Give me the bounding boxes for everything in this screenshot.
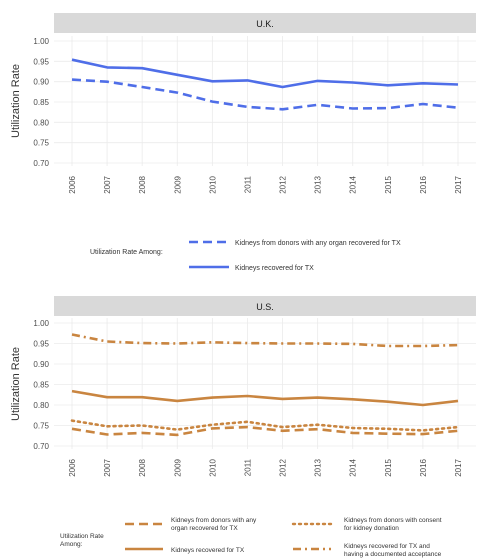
series-line-dotted (70, 419, 460, 432)
uk-gridlines (54, 36, 476, 166)
y-tick-label: 0.95 (33, 57, 49, 66)
x-tick-label: 2017 (454, 458, 463, 476)
x-tick-label: 2015 (384, 458, 393, 476)
y-tick-label: 0.85 (33, 381, 49, 390)
uk-x-ticks: 2006 2007 2008 2009 2010 2011 2012 2013 2014 2015… (68, 175, 463, 193)
x-tick-label: 2017 (454, 175, 463, 193)
uk-panel: U.K. Utilization Rate 0.700.750.800.850.… (10, 13, 476, 194)
x-tick-label: 2009 (173, 175, 182, 193)
y-tick-label: 0.75 (33, 139, 49, 148)
uk-legend-label-recovered: Kidneys recovered for TX (235, 265, 314, 272)
us-legend-label-acceptance: Kidneys recovered for TX and having a do… (344, 543, 442, 558)
y-tick-label: 0.80 (33, 118, 49, 127)
uk-legend: Utilization Rate Among: Kidneys from don… (90, 240, 401, 272)
us-panel: U.S. Utilization Rate 0.700.750.800.850.… (10, 296, 476, 477)
us-x-ticks: 2006 2007 2008 2009 2010 2011 2012 2013 2014 2015… (68, 458, 463, 476)
y-tick-label: 0.85 (33, 98, 49, 107)
us-panel-strip (54, 296, 476, 316)
uk-series-lines (71, 58, 459, 111)
us-legend: Utilization Rate Among: Kidneys from don… (60, 517, 443, 558)
x-tick-label: 2010 (208, 175, 217, 193)
x-tick-label: 2014 (349, 175, 358, 193)
uk-panel-strip (54, 13, 476, 33)
us-legend-label-recovered: Kidneys recovered for TX (171, 547, 245, 554)
x-tick-label: 2006 (68, 175, 77, 193)
x-tick-label: 2016 (419, 458, 428, 476)
series-line-solid (71, 389, 459, 407)
us-legend-label-consent: Kidneys from donors with consent for kid… (344, 517, 443, 532)
y-tick-label: 0.80 (33, 401, 49, 410)
y-tick-label: 0.90 (33, 360, 49, 369)
y-tick-label: 0.90 (33, 78, 49, 87)
y-tick-label: 0.70 (33, 159, 49, 168)
us-y-axis-label: Utilization Rate (10, 347, 22, 421)
us-series-lines (70, 333, 460, 437)
x-tick-label: 2010 (208, 458, 217, 476)
us-legend-title: Utilization Rate Among: (60, 533, 106, 548)
x-tick-label: 2007 (103, 175, 112, 193)
us-legend-label-any-organ: Kidneys from donors with any organ recov… (171, 517, 258, 532)
x-tick-label: 2007 (103, 458, 112, 476)
us-panel-title: U.S. (256, 302, 274, 312)
y-tick-label: 0.95 (33, 340, 49, 349)
y-tick-label: 1.00 (33, 319, 49, 328)
x-tick-label: 2013 (314, 458, 323, 476)
x-tick-label: 2012 (279, 458, 288, 476)
series-line-solid (71, 58, 459, 89)
uk-panel-title: U.K. (256, 19, 274, 29)
x-tick-label: 2008 (138, 175, 147, 193)
x-tick-label: 2011 (243, 458, 252, 476)
x-tick-label: 2016 (419, 175, 428, 193)
series-line-dashed (71, 78, 459, 111)
x-tick-label: 2009 (173, 458, 182, 476)
us-y-ticks: 0.70 0.75 0.80 0.85 0.90 0.95 1.00 (33, 319, 49, 451)
uk-legend-label-any-organ: Kidneys from donors with any organ recov… (235, 240, 401, 247)
x-tick-label: 2006 (68, 458, 77, 476)
x-tick-label: 2011 (243, 175, 252, 193)
uk-y-ticks: 0.70 0.75 0.80 0.85 0.90 0.95 1.00 (33, 37, 49, 168)
series-line-dashdot (71, 333, 459, 348)
series-line-dashed (71, 425, 459, 437)
x-tick-label: 2014 (349, 458, 358, 476)
x-tick-label: 2015 (384, 175, 393, 193)
x-tick-label: 2012 (279, 175, 288, 193)
y-tick-label: 0.75 (33, 422, 49, 431)
x-tick-label: 2013 (314, 175, 323, 193)
uk-legend-title: Utilization Rate Among: (90, 249, 163, 256)
us-legend-title-line-2: Among: (60, 541, 83, 548)
x-tick-label: 2008 (138, 458, 147, 476)
y-tick-label: 1.00 (33, 37, 49, 46)
uk-y-axis-label: Utilization Rate (10, 64, 22, 138)
y-tick-label: 0.70 (33, 442, 49, 451)
us-legend-title-line-1: Utilization Rate (60, 533, 104, 540)
